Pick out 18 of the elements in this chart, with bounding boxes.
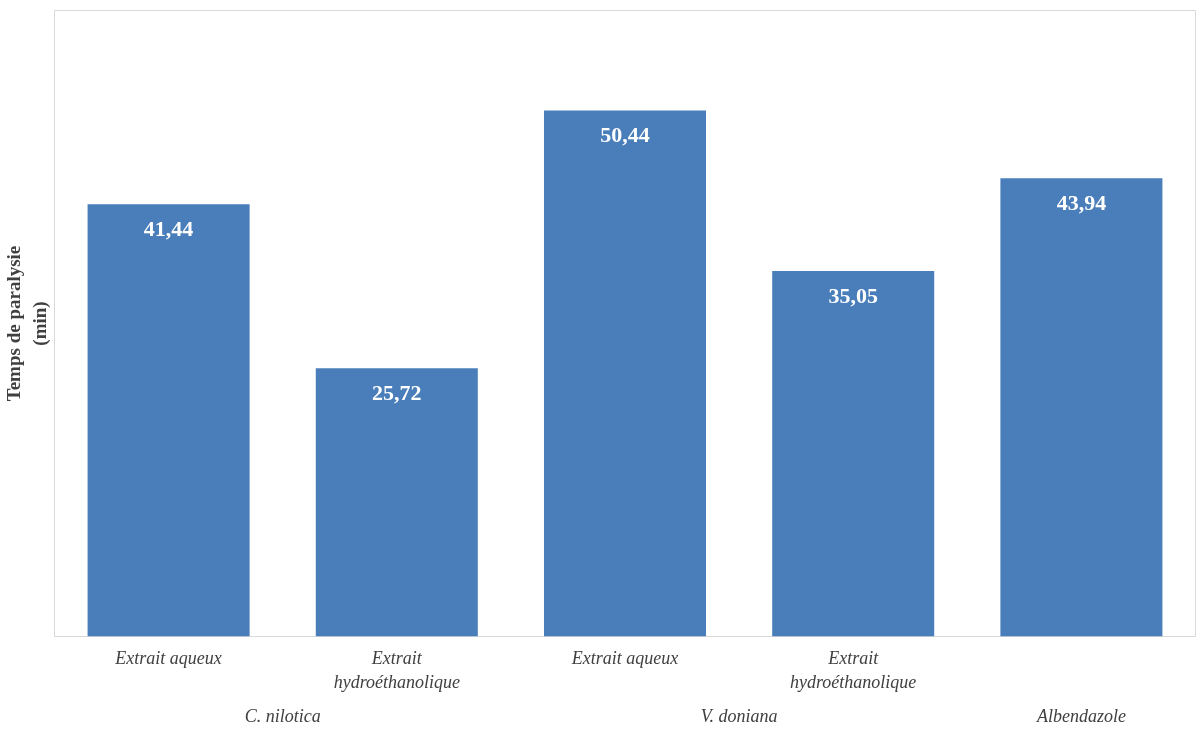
x-tick-label: Extrait hydroéthanolique: [333, 647, 460, 692]
text: Albendazole: [1035, 705, 1126, 726]
x-tick-label: Extrait aqueux: [570, 647, 679, 668]
y-axis-title: Temps de paralysie (min): [3, 245, 51, 402]
data-label: 41,44: [143, 216, 194, 242]
data-label: 35,05: [828, 282, 878, 308]
text: V. doniana: [700, 705, 778, 726]
data-label: 25,72: [372, 380, 422, 406]
bar: [315, 368, 478, 637]
text: C. nilotica: [244, 705, 321, 726]
bar: [1000, 178, 1163, 637]
bar: [772, 270, 935, 637]
data-label: 50,44: [600, 122, 650, 148]
data-label: 43,94: [1056, 190, 1107, 216]
x-tick-label: Extrait hydroéthanolique: [790, 647, 917, 692]
bar: [87, 204, 250, 637]
bar: [543, 110, 707, 637]
x-tick-label: Extrait aqueux: [114, 647, 222, 668]
